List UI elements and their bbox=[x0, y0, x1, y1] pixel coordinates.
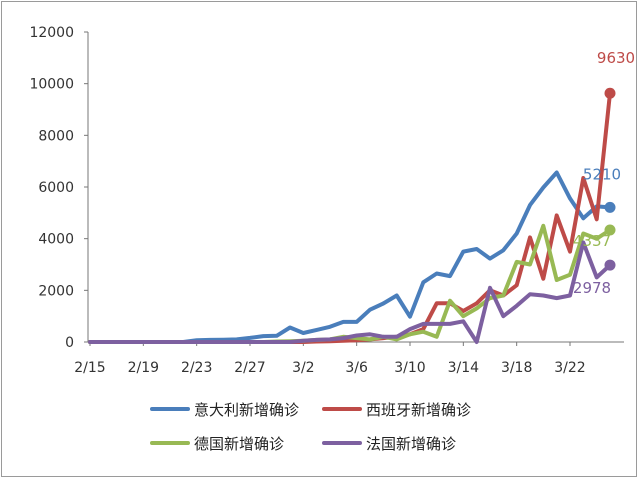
y-tick-label: 2000 bbox=[38, 283, 74, 299]
y-tick-label: 6000 bbox=[38, 180, 74, 196]
x-tick-label: 3/22 bbox=[554, 360, 585, 376]
series-end-marker bbox=[604, 259, 616, 271]
legend-label: 西班牙新增确诊 bbox=[366, 401, 471, 419]
x-tick-label: 2/23 bbox=[181, 360, 212, 376]
y-tick-label: 12000 bbox=[29, 25, 74, 41]
series-end-marker bbox=[604, 87, 616, 99]
series-lines bbox=[88, 87, 616, 344]
end-value-labels: 5210 9630 4337 2978 bbox=[573, 49, 635, 297]
series-end-marker bbox=[604, 201, 616, 213]
end-value-label: 5210 bbox=[583, 165, 621, 183]
x-tick-label: 3/14 bbox=[448, 360, 480, 376]
y-tick-label: 0 bbox=[65, 335, 74, 351]
series-line bbox=[88, 91, 612, 344]
end-value-label: 4337 bbox=[573, 232, 611, 250]
x-tick-label: 3/10 bbox=[394, 360, 425, 376]
series-line bbox=[88, 240, 612, 344]
x-tick-labels: 2/15 2/19 2/23 2/27 3/2 3/6 3/10 3/14 3/18 3/22 bbox=[74, 360, 585, 376]
x-tick-label: 2/19 bbox=[128, 360, 159, 376]
x-tick-label: 3/2 bbox=[292, 360, 315, 376]
end-value-label: 9630 bbox=[597, 49, 635, 67]
legend-label: 法国新增确诊 bbox=[366, 435, 456, 453]
legend-label: 意大利新增确诊 bbox=[194, 401, 299, 419]
y-tick-labels: 0 2000 4000 6000 8000 10000 12000 bbox=[29, 25, 74, 351]
x-tick-label: 3/6 bbox=[345, 360, 368, 376]
series-end-marker bbox=[604, 224, 616, 236]
end-value-label: 2978 bbox=[573, 279, 611, 297]
x-tick-label: 2/15 bbox=[74, 360, 105, 376]
x-tick-label: 3/18 bbox=[501, 360, 532, 376]
legend-label: 德国新增确诊 bbox=[194, 435, 284, 453]
y-tick-label: 4000 bbox=[38, 232, 74, 248]
x-tick-label: 2/27 bbox=[234, 360, 265, 376]
y-tick-label: 10000 bbox=[29, 77, 74, 93]
y-tick-label: 8000 bbox=[38, 128, 74, 144]
